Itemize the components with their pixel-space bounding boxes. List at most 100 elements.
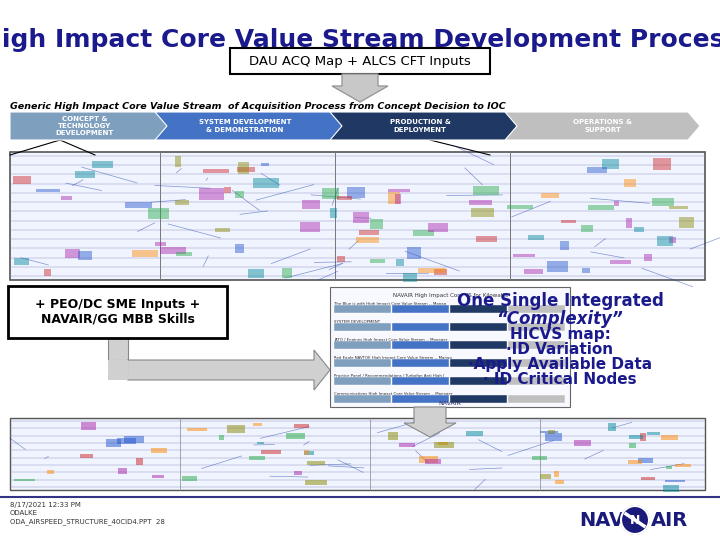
Bar <box>675 464 691 468</box>
Bar <box>555 480 564 484</box>
Bar <box>334 395 391 403</box>
Bar <box>438 442 448 446</box>
Circle shape <box>621 506 649 534</box>
Bar <box>680 217 695 228</box>
Text: · ID Critical Nodes: · ID Critical Nodes <box>483 372 636 387</box>
Bar <box>508 377 565 385</box>
Bar <box>107 336 127 360</box>
Text: Practice Panel / Recommendations / Turbofan Anti High I: Practice Panel / Recommendations / Turbo… <box>334 374 444 378</box>
Bar <box>304 451 315 455</box>
Bar <box>182 476 197 481</box>
Bar <box>392 305 449 313</box>
Bar <box>78 251 92 260</box>
Text: ·Apply Available Data: ·Apply Available Data <box>468 357 652 372</box>
FancyBboxPatch shape <box>10 418 705 490</box>
Bar <box>37 189 60 192</box>
Bar <box>392 359 449 367</box>
Bar <box>434 269 447 275</box>
Bar <box>471 208 494 217</box>
Bar <box>602 159 619 169</box>
Bar <box>81 422 96 429</box>
Bar <box>118 468 127 474</box>
Bar <box>65 248 80 258</box>
Text: 8/17/2021 12:33 PM: 8/17/2021 12:33 PM <box>10 502 81 508</box>
Bar <box>330 208 338 218</box>
Text: NAVAIR High Impact Core VS for Kilowatts: NAVAIR High Impact Core VS for Kilowatts <box>392 293 508 298</box>
Bar <box>389 192 400 204</box>
FancyBboxPatch shape <box>10 152 705 280</box>
Bar <box>256 442 264 444</box>
Text: N: N <box>630 514 640 526</box>
Bar <box>48 470 54 474</box>
Bar <box>334 323 391 331</box>
Bar <box>392 323 449 331</box>
Bar <box>528 235 544 240</box>
Bar <box>657 236 673 246</box>
Bar <box>581 225 593 232</box>
Bar <box>186 428 207 431</box>
Bar <box>638 458 654 463</box>
Bar <box>235 244 244 253</box>
Bar <box>45 269 51 276</box>
Bar <box>359 230 379 235</box>
Bar <box>418 268 446 273</box>
Text: + PEO/DC SME Inputs +
NAVAIR/GG MBB Skills: + PEO/DC SME Inputs + NAVAIR/GG MBB Skil… <box>35 298 200 326</box>
Bar <box>227 426 246 433</box>
Polygon shape <box>330 112 522 140</box>
Text: HICVS map:: HICVS map: <box>510 327 611 342</box>
Bar <box>628 460 642 464</box>
Bar <box>294 471 302 475</box>
Text: NAVAIR: NAVAIR <box>438 401 462 406</box>
Text: ODA_AIRSPEED_STRUCTURE_40CID4.PPT  28: ODA_AIRSPEED_STRUCTURE_40CID4.PPT 28 <box>10 518 165 525</box>
Bar <box>323 188 339 199</box>
Bar <box>508 341 565 349</box>
Bar <box>428 222 448 232</box>
Bar <box>302 200 320 209</box>
Text: One Single Integrated: One Single Integrated <box>456 292 663 310</box>
Text: Red Eagle NAVTOE High Impact Core Value Stream -- Manag: Red Eagle NAVTOE High Impact Core Value … <box>334 356 451 360</box>
Bar <box>624 179 636 187</box>
Bar <box>561 220 576 224</box>
Text: NAV: NAV <box>580 510 624 530</box>
Bar <box>507 205 533 209</box>
Bar <box>354 212 369 223</box>
Bar <box>124 436 144 443</box>
Bar <box>541 193 559 198</box>
Bar <box>629 443 636 448</box>
Bar <box>644 254 652 261</box>
Bar <box>508 323 565 331</box>
Bar <box>238 162 249 174</box>
Text: SYSTEM DEVELOPMENT: SYSTEM DEVELOPMENT <box>334 320 380 324</box>
Text: “Complexity”: “Complexity” <box>497 310 624 328</box>
Bar <box>450 395 507 403</box>
Bar <box>513 254 536 256</box>
Text: SYSTEM DEVELOPMENT
& DEMONSTRATION: SYSTEM DEVELOPMENT & DEMONSTRATION <box>199 119 292 132</box>
Bar <box>160 247 186 254</box>
Bar <box>248 269 264 278</box>
Text: High Impact Core Value Stream Development Process: High Impact Core Value Stream Developmen… <box>0 28 720 52</box>
Bar <box>199 188 224 200</box>
Bar <box>175 157 181 167</box>
Bar <box>419 456 438 463</box>
Bar <box>661 435 678 440</box>
Bar <box>132 250 158 257</box>
Bar <box>395 194 401 204</box>
Text: OPERATIONS &
SUPPORT: OPERATIONS & SUPPORT <box>573 119 632 132</box>
Text: DAU ACQ Map + ALCS CFT Inputs: DAU ACQ Map + ALCS CFT Inputs <box>249 55 471 68</box>
Bar <box>582 268 590 273</box>
Bar <box>610 260 631 264</box>
Bar <box>508 305 565 313</box>
Bar <box>541 431 558 434</box>
Bar <box>413 231 434 235</box>
Bar <box>421 423 438 429</box>
Bar <box>305 480 327 485</box>
Bar <box>107 360 127 380</box>
Bar <box>450 323 507 331</box>
Text: AIR: AIR <box>652 510 688 530</box>
Bar <box>61 196 72 200</box>
Bar <box>545 434 562 441</box>
Bar <box>175 200 189 205</box>
Bar <box>634 227 644 232</box>
Bar <box>508 395 565 403</box>
Bar <box>287 433 305 438</box>
